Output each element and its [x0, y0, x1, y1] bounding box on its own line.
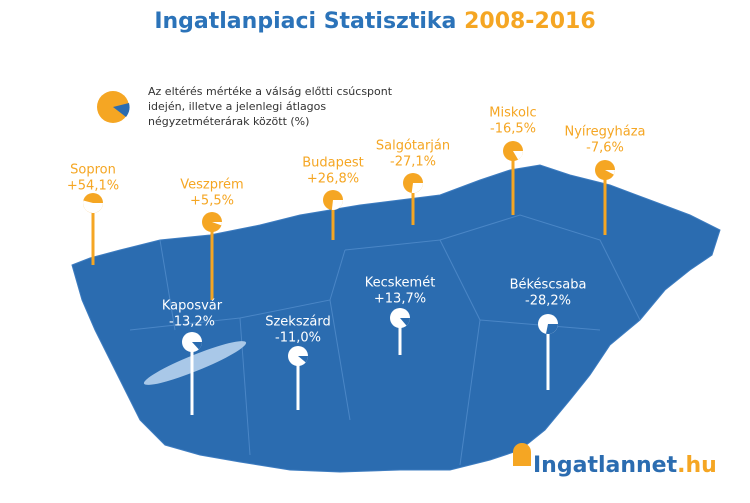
pin-wedge — [605, 170, 615, 175]
lake-balaton — [143, 341, 247, 385]
logo-text: Ingatlannet.hu — [533, 453, 717, 478]
legend: Az eltérés mértéke a válság előtti csúcs… — [97, 85, 393, 128]
pin-wedge — [83, 200, 103, 214]
city-name: Kecskemét — [365, 276, 436, 291]
city-value: +54,1% — [67, 179, 119, 194]
city-value: -11,0% — [275, 331, 321, 346]
logo-domain: .hu — [677, 453, 717, 478]
city-name: Sopron — [70, 163, 116, 178]
title-years: 2008-2016 — [464, 9, 596, 34]
title: Ingatlanpiaci Statisztika 2008-2016 — [154, 9, 595, 34]
city-value: +13,7% — [374, 292, 426, 307]
cities: Sopron+54,1% Veszprém+5,5% Budapest+26,8% S… — [67, 106, 646, 415]
legend-line: négyzetméterárak között (%) — [148, 115, 309, 128]
city-name: Miskolc — [489, 106, 536, 121]
city-value: -13,2% — [169, 315, 215, 330]
city-name: Salgótarján — [376, 139, 450, 154]
logo-icon — [513, 443, 531, 466]
city-value: -27,1% — [390, 155, 436, 170]
pin-wedge — [212, 222, 222, 226]
title-text: Ingatlanpiaci Statisztika — [154, 9, 456, 34]
logo: Ingatlannet.hu — [513, 443, 717, 478]
logo-name: Ingatlannet — [533, 453, 678, 478]
pin-wedge — [546, 324, 558, 334]
city-value: +5,5% — [190, 194, 234, 209]
city-value: -28,2% — [525, 294, 571, 309]
pin-wedge — [331, 200, 343, 210]
city-name: Szekszárd — [265, 315, 331, 330]
pin-wedge — [192, 342, 202, 350]
pin-wedge — [513, 151, 523, 160]
city-name: Budapest — [302, 156, 364, 171]
legend-line: idején, illetve a jelenlegi átlagos — [148, 100, 326, 113]
pin-wedge — [411, 183, 423, 193]
city-name: Békéscsaba — [510, 278, 587, 293]
pin-wedge — [400, 318, 410, 326]
city-name: Nyíregyháza — [564, 125, 645, 140]
city-name: Veszprém — [180, 178, 243, 193]
legend-line: Az eltérés mértéke a válság előtti csúcs… — [148, 85, 393, 98]
city-value: -7,6% — [586, 141, 624, 156]
pin-wedge — [298, 356, 308, 363]
city-name: Kaposvár — [162, 299, 223, 314]
city-value: +26,8% — [307, 172, 359, 187]
city-value: -16,5% — [490, 122, 536, 137]
legend-icon-wedge — [113, 103, 130, 117]
